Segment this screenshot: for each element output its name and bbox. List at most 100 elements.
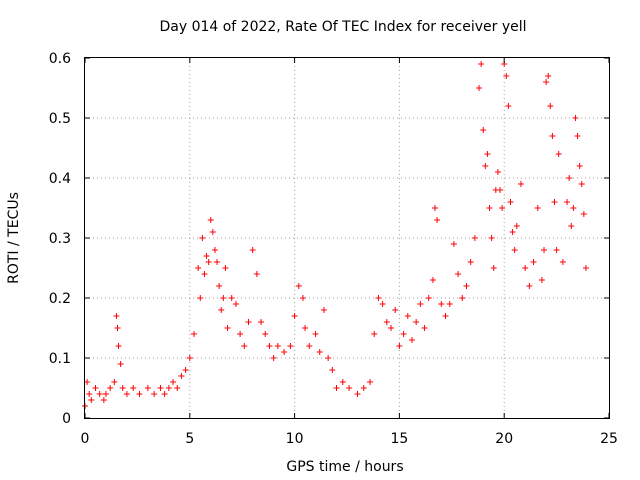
data-point — [392, 307, 399, 313]
data-point — [505, 103, 512, 109]
data-point — [333, 385, 340, 391]
data-point — [513, 223, 520, 229]
data-point — [214, 259, 221, 265]
data-point — [209, 229, 216, 235]
data-point — [165, 385, 172, 391]
data-point — [572, 115, 579, 121]
data-point — [478, 61, 485, 67]
x-tick-label: 0 — [81, 431, 90, 447]
data-point — [186, 355, 193, 361]
data-point — [92, 385, 99, 391]
data-point — [241, 343, 248, 349]
data-point — [568, 223, 575, 229]
data-point — [503, 73, 510, 79]
x-tick-label: 25 — [600, 431, 618, 447]
x-tick-label: 10 — [286, 431, 304, 447]
data-point — [509, 229, 516, 235]
data-point — [287, 343, 294, 349]
data-point — [471, 235, 478, 241]
data-point — [258, 319, 265, 325]
data-point — [220, 295, 227, 301]
data-point — [404, 313, 411, 319]
data-point — [459, 295, 466, 301]
data-point — [432, 205, 439, 211]
data-point — [379, 301, 386, 307]
data-point — [237, 331, 244, 337]
data-point — [417, 301, 424, 307]
data-point — [580, 211, 587, 217]
data-point — [102, 391, 109, 397]
data-point — [114, 325, 121, 331]
y-axis-label: ROTI / TECUs — [6, 192, 22, 284]
data-point — [488, 235, 495, 241]
data-point — [476, 85, 483, 91]
data-point — [511, 247, 518, 253]
data-point — [111, 379, 118, 385]
data-point — [367, 379, 374, 385]
data-point — [253, 271, 260, 277]
data-point — [564, 199, 571, 205]
data-point — [545, 73, 552, 79]
data-point — [262, 331, 269, 337]
data-point — [413, 319, 420, 325]
data-point — [547, 103, 554, 109]
data-point — [107, 385, 114, 391]
data-point — [455, 271, 462, 277]
data-point — [538, 277, 545, 283]
data-point — [425, 295, 432, 301]
data-point — [249, 247, 256, 253]
data-point — [228, 295, 235, 301]
y-tick-label: 0.4 — [49, 171, 71, 187]
data-point — [346, 385, 353, 391]
data-point — [553, 247, 560, 253]
y-tick-label: 0.1 — [49, 351, 71, 367]
data-point — [329, 367, 336, 373]
data-point — [170, 379, 177, 385]
data-point — [450, 241, 457, 247]
data-point — [574, 133, 581, 139]
data-point — [199, 235, 206, 241]
data-point — [100, 397, 107, 403]
data-point — [197, 295, 204, 301]
data-point — [467, 259, 474, 265]
data-point — [543, 79, 550, 85]
data-point — [438, 301, 445, 307]
data-point — [530, 259, 537, 265]
data-point — [245, 319, 252, 325]
data-point — [551, 199, 558, 205]
data-point — [161, 391, 168, 397]
data-point — [375, 295, 382, 301]
data-point — [312, 331, 319, 337]
x-axis-label: GPS time / hours — [286, 459, 403, 475]
data-point — [113, 313, 120, 319]
y-tick-label: 0.2 — [49, 291, 71, 307]
data-point — [463, 283, 470, 289]
data-point — [486, 205, 493, 211]
data-point — [88, 397, 95, 403]
data-point — [222, 265, 229, 271]
data-point — [499, 205, 506, 211]
data-point — [136, 391, 143, 397]
y-tick-label: 0 — [62, 411, 71, 427]
data-point — [325, 355, 332, 361]
data-point — [434, 217, 441, 223]
data-point — [482, 163, 489, 169]
data-point — [117, 361, 124, 367]
data-point — [526, 283, 533, 289]
data-point — [211, 247, 218, 253]
data-point — [201, 271, 208, 277]
data-point — [555, 151, 562, 157]
y-tick-label: 0.6 — [49, 51, 71, 67]
data-point — [218, 307, 225, 313]
data-points — [82, 61, 589, 409]
data-point — [360, 385, 367, 391]
data-point — [442, 313, 449, 319]
grid-lines — [85, 58, 609, 418]
data-point — [291, 313, 298, 319]
data-point — [339, 379, 346, 385]
data-point — [299, 295, 306, 301]
data-point — [216, 283, 223, 289]
data-point — [582, 265, 589, 271]
data-point — [182, 367, 189, 373]
